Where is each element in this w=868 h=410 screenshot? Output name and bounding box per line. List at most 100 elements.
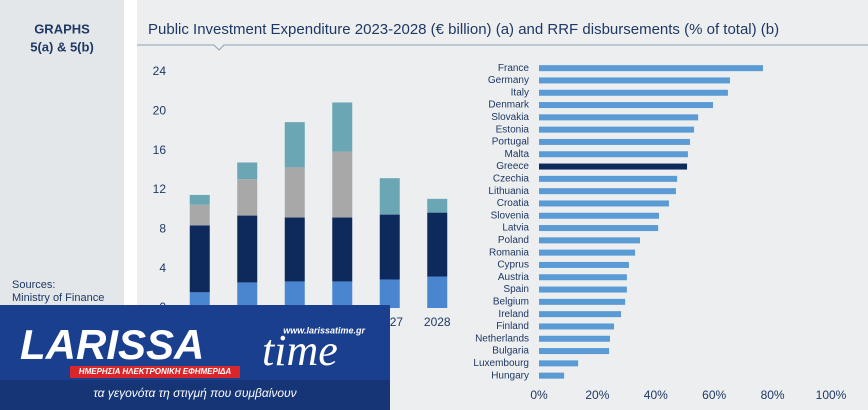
y-tick-label: Austria	[498, 272, 530, 283]
x-tick-label: 60%	[702, 388, 726, 402]
bar-segment	[237, 215, 258, 283]
bar-segment	[332, 102, 353, 152]
bar	[539, 348, 610, 355]
bar-segment	[237, 162, 258, 180]
y-tick-label: 16	[153, 143, 167, 157]
bar	[539, 372, 565, 379]
y-tick-label: Luxembourg	[473, 358, 529, 369]
y-tick-label: France	[498, 63, 530, 74]
bar-segment	[332, 281, 353, 308]
bar	[539, 249, 636, 256]
bar-segment	[237, 179, 258, 216]
bar	[539, 126, 695, 133]
sources-label: Sources:	[12, 279, 55, 291]
bar	[539, 360, 579, 367]
bar-segment	[284, 167, 305, 218]
bar-segment	[284, 217, 305, 282]
y-tick-label: Estonia	[496, 124, 530, 135]
bar	[539, 102, 714, 109]
y-tick-label: Belgium	[493, 296, 529, 307]
bar	[539, 261, 629, 268]
sidebar-heading: GRAPHS	[34, 21, 90, 36]
bar	[539, 286, 627, 293]
logo-brand: LARISSA	[20, 321, 204, 368]
y-tick-label: Malta	[505, 149, 530, 160]
logo-strip	[0, 380, 390, 410]
y-tick-label: Bulgaria	[492, 346, 529, 357]
y-tick-label: Poland	[498, 235, 529, 246]
x-tick-label: 100%	[816, 388, 847, 402]
bar	[539, 323, 615, 330]
x-tick-label: 20%	[585, 388, 609, 402]
y-tick-label: Cyprus	[497, 260, 529, 271]
bar-segment	[284, 281, 305, 308]
x-tick-label: 80%	[761, 388, 785, 402]
logo-brand2: time	[262, 326, 338, 375]
bar	[539, 200, 669, 207]
y-tick-label: Portugal	[492, 137, 529, 148]
sidebar-subheading: 5(a) & 5(b)	[30, 39, 94, 54]
bar-segment	[379, 214, 400, 280]
bar	[539, 188, 676, 195]
bar	[539, 89, 728, 96]
logo-red-band	[70, 366, 240, 378]
chart-title: Public Investment Expenditure 2023-2028 …	[148, 21, 779, 38]
y-tick-label: Italy	[511, 87, 529, 98]
y-tick-label: Lithuania	[488, 186, 529, 197]
bar	[539, 114, 699, 121]
bar	[539, 163, 688, 170]
bar	[539, 138, 690, 145]
sources: Ministry of Finance	[12, 292, 104, 304]
y-tick-label: 20	[153, 104, 167, 118]
bar	[539, 298, 626, 305]
y-tick-label: Denmark	[488, 100, 530, 111]
bar	[539, 151, 688, 158]
x-tick-label: 2028	[424, 315, 451, 329]
bar-segment	[427, 198, 448, 213]
bar	[539, 212, 660, 219]
bar	[539, 175, 678, 182]
y-tick-label: Germany	[488, 75, 529, 86]
y-tick-label: 12	[153, 182, 167, 196]
bar-segment	[237, 282, 258, 308]
logo-slogan: τα γεγονότα τη στιγμή που συμβαίνουν	[93, 386, 296, 400]
bar-segment	[189, 204, 210, 226]
y-tick-label: Croatia	[497, 198, 530, 209]
bar-segment	[189, 194, 210, 205]
bar-segment	[379, 178, 400, 215]
y-tick-label: 4	[159, 261, 166, 275]
bar-segment	[332, 151, 353, 218]
bar-segment	[189, 292, 210, 308]
bar	[539, 335, 610, 342]
y-tick-label: Hungary	[491, 370, 529, 381]
y-tick-label: Ireland	[498, 309, 529, 320]
y-tick-label: Latvia	[502, 223, 529, 234]
y-tick-label: Slovenia	[491, 210, 530, 221]
y-tick-label: 24	[153, 64, 167, 78]
bar-segment	[332, 217, 353, 282]
y-tick-label: Czechia	[493, 173, 530, 184]
y-tick-label: Spain	[503, 284, 529, 295]
bar-segment	[189, 225, 210, 293]
bar-segment	[427, 276, 448, 308]
bar-segment	[427, 212, 448, 277]
bar	[539, 311, 622, 318]
bar	[539, 274, 627, 281]
x-tick-label: 40%	[644, 388, 668, 402]
bar-segment	[284, 122, 305, 168]
y-tick-label: Finland	[496, 321, 529, 332]
logo: LARISSA time www.larissatime.gr ΗΜΕΡΗΣΙΑ…	[0, 305, 390, 410]
bar	[539, 77, 730, 84]
y-tick-label: Romania	[489, 247, 529, 258]
title-rule	[137, 44, 868, 51]
bar-segment	[379, 279, 400, 308]
y-tick-label: Slovakia	[491, 112, 529, 123]
bar	[539, 65, 763, 72]
bar	[539, 237, 641, 244]
y-tick-label: 8	[159, 222, 166, 236]
y-tick-label: Netherlands	[475, 333, 529, 344]
logo-url: www.larissatime.gr	[283, 325, 365, 335]
x-tick-label: 0%	[530, 388, 548, 402]
y-tick-label: Greece	[496, 161, 529, 172]
